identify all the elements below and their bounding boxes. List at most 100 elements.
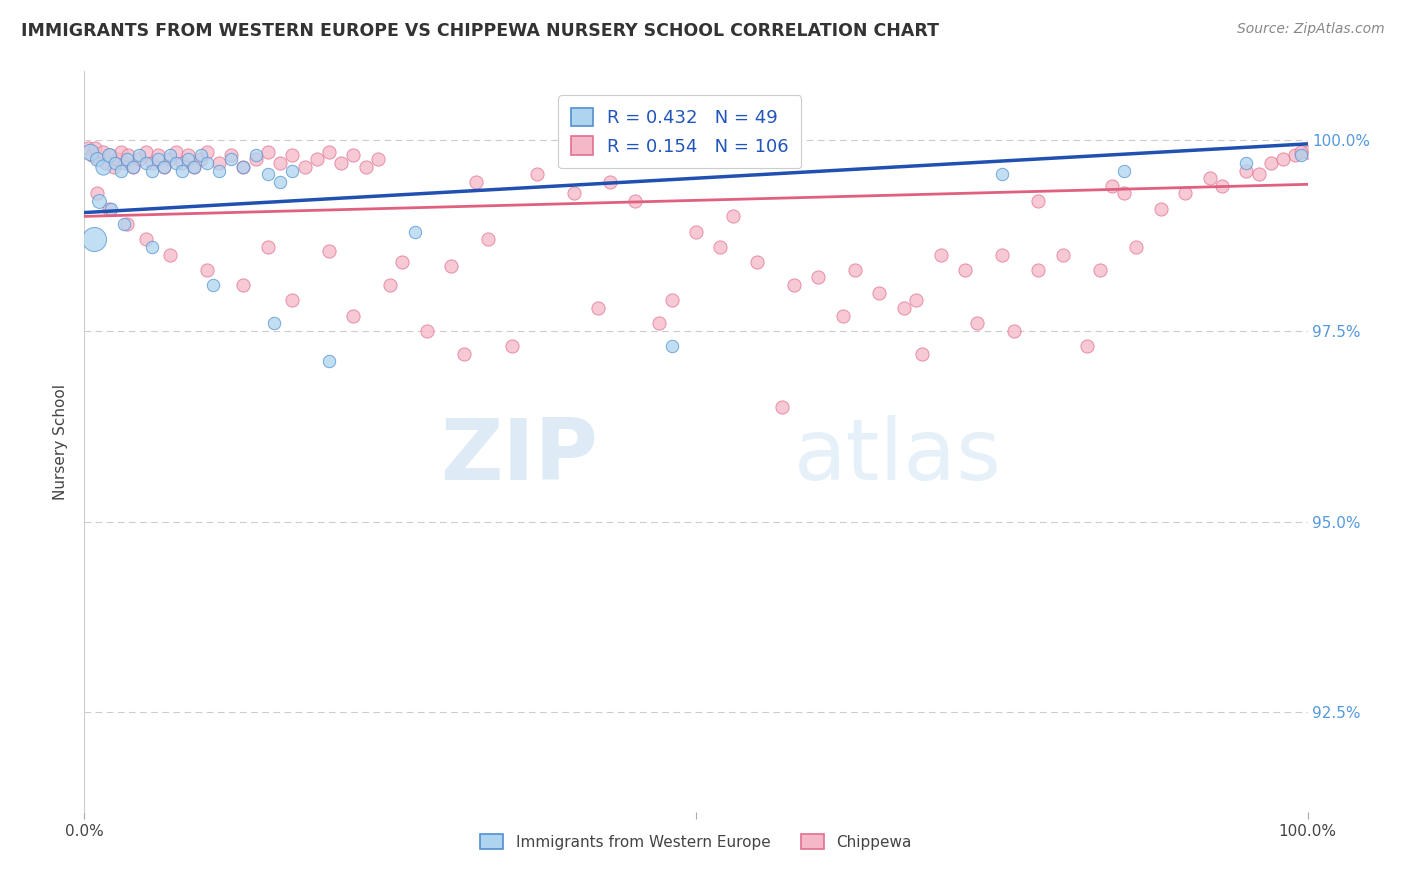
Point	[80, 148, 103, 162]
Point	[991, 168, 1014, 182]
Point	[257, 240, 280, 254]
Point	[135, 232, 157, 246]
Point	[281, 148, 304, 162]
Point	[141, 240, 163, 254]
Point	[661, 293, 683, 308]
Point	[87, 152, 110, 166]
Point	[77, 141, 100, 155]
Point	[477, 232, 499, 246]
Point	[114, 156, 136, 170]
Point	[661, 339, 683, 353]
Point	[807, 270, 830, 285]
Point	[86, 152, 108, 166]
Point	[257, 145, 280, 159]
Point	[929, 247, 952, 261]
Point	[1114, 186, 1136, 201]
Point	[183, 160, 205, 174]
Text: atlas: atlas	[794, 415, 1002, 498]
Point	[269, 175, 291, 189]
Point	[135, 145, 157, 159]
Point	[342, 148, 364, 162]
Point	[1272, 152, 1295, 166]
Point	[1284, 148, 1306, 162]
Point	[159, 148, 181, 162]
Point	[562, 186, 585, 201]
Point	[305, 152, 328, 166]
Point	[586, 301, 609, 315]
Point	[91, 160, 114, 174]
Point	[122, 160, 145, 174]
Point	[83, 232, 105, 246]
Point	[172, 156, 194, 170]
Point	[79, 145, 101, 159]
Point	[135, 156, 157, 170]
Point	[183, 160, 205, 174]
Point	[1260, 156, 1282, 170]
Point	[464, 175, 486, 189]
Point	[318, 145, 340, 159]
Point	[103, 160, 125, 174]
Point	[911, 347, 934, 361]
Point	[1076, 339, 1098, 353]
Point	[146, 152, 169, 166]
Point	[257, 168, 280, 182]
Point	[1052, 247, 1074, 261]
Point	[232, 160, 254, 174]
Point	[177, 152, 200, 166]
Point	[281, 163, 304, 178]
Point	[318, 354, 340, 368]
Point	[104, 156, 127, 170]
Point	[141, 163, 163, 178]
Point	[195, 262, 218, 277]
Y-axis label: Nursery School: Nursery School	[53, 384, 69, 500]
Point	[526, 168, 548, 182]
Point	[844, 262, 866, 277]
Point	[159, 247, 181, 261]
Point	[110, 163, 132, 178]
Point	[146, 148, 169, 162]
Point	[721, 210, 744, 224]
Point	[1198, 171, 1220, 186]
Point	[96, 156, 118, 170]
Point	[208, 163, 231, 178]
Point	[905, 293, 928, 308]
Point	[128, 148, 150, 162]
Point	[153, 160, 176, 174]
Point	[783, 278, 806, 293]
Point	[685, 225, 707, 239]
Point	[318, 244, 340, 258]
Point	[115, 217, 138, 231]
Legend: Immigrants from Western Europe, Chippewa: Immigrants from Western Europe, Chippewa	[474, 828, 918, 856]
Point	[172, 163, 194, 178]
Point	[953, 262, 976, 277]
Point	[1125, 240, 1147, 254]
Point	[201, 278, 224, 293]
Point	[1211, 178, 1233, 193]
Point	[416, 324, 439, 338]
Point	[219, 152, 242, 166]
Point	[86, 186, 108, 201]
Point	[624, 194, 647, 208]
Point	[195, 145, 218, 159]
Point	[105, 152, 128, 166]
Point	[245, 148, 267, 162]
Point	[245, 152, 267, 166]
Point	[991, 247, 1014, 261]
Point	[1028, 194, 1050, 208]
Point	[709, 240, 731, 254]
Text: ZIP: ZIP	[440, 415, 598, 498]
Point	[1150, 202, 1173, 216]
Point	[190, 148, 212, 162]
Point	[1291, 145, 1313, 159]
Point	[232, 160, 254, 174]
Point	[380, 278, 402, 293]
Point	[177, 148, 200, 162]
Point	[648, 316, 671, 330]
Point	[1296, 145, 1319, 159]
Point	[599, 175, 621, 189]
Point	[391, 255, 413, 269]
Point	[159, 152, 181, 166]
Point	[112, 217, 135, 231]
Point	[269, 156, 291, 170]
Point	[294, 160, 316, 174]
